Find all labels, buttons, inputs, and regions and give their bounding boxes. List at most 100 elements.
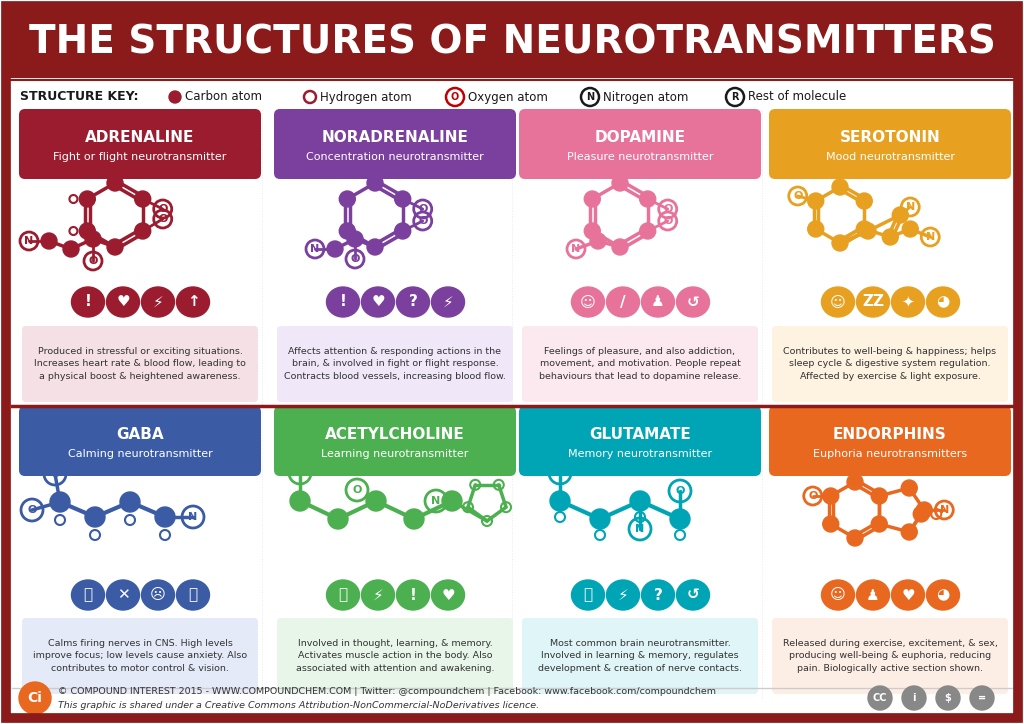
Text: O: O: [793, 191, 803, 201]
Text: Involved in thought, learning, & memory.
Activates muscle action in the body. Al: Involved in thought, learning, & memory.…: [296, 639, 495, 673]
Text: N: N: [586, 92, 594, 102]
Circle shape: [883, 229, 898, 245]
Text: O: O: [451, 92, 459, 102]
Circle shape: [847, 474, 863, 490]
Circle shape: [106, 175, 123, 191]
Text: ♥: ♥: [901, 587, 914, 602]
Circle shape: [135, 191, 151, 207]
Circle shape: [860, 223, 876, 239]
Text: ♥: ♥: [441, 587, 455, 602]
Text: Carbon atom: Carbon atom: [185, 90, 262, 104]
Circle shape: [612, 175, 628, 191]
Circle shape: [339, 223, 355, 239]
Circle shape: [847, 530, 863, 546]
Circle shape: [871, 516, 887, 532]
Text: Most common brain neurotransmitter.
Involved in learning & memory, regulates
dev: Most common brain neurotransmitter. Invo…: [538, 639, 742, 673]
Text: O: O: [555, 468, 564, 478]
Circle shape: [585, 191, 600, 207]
Text: O: O: [663, 204, 673, 214]
Circle shape: [19, 682, 51, 714]
Text: ♟: ♟: [866, 587, 880, 602]
Text: N: N: [905, 202, 914, 212]
Text: ☺: ☺: [580, 295, 596, 309]
Ellipse shape: [361, 580, 394, 610]
Circle shape: [85, 507, 105, 527]
Ellipse shape: [927, 287, 959, 317]
Text: GABA: GABA: [116, 426, 164, 442]
Text: Nitrogen atom: Nitrogen atom: [603, 90, 688, 104]
Text: $: $: [944, 693, 951, 703]
Text: STRUCTURE KEY:: STRUCTURE KEY:: [20, 90, 138, 104]
Text: Affects attention & responding actions in the
brain, & involved in fight or flig: Affects attention & responding actions i…: [284, 347, 506, 381]
Text: O: O: [28, 505, 37, 515]
Text: O: O: [295, 468, 305, 478]
Text: ✕: ✕: [117, 587, 129, 602]
Circle shape: [367, 239, 383, 255]
Text: /: /: [621, 295, 626, 309]
Ellipse shape: [892, 580, 925, 610]
Ellipse shape: [821, 580, 854, 610]
Text: This graphic is shared under a Creative Commons Attribution-NonCommercial-NoDeri: This graphic is shared under a Creative …: [58, 702, 539, 710]
Text: Released during exercise, excitement, & sex,
producing well-being & euphoria, re: Released during exercise, excitement, & …: [782, 639, 997, 673]
Ellipse shape: [396, 287, 429, 317]
Text: ⚡: ⚡: [373, 587, 383, 602]
Circle shape: [404, 509, 424, 529]
Text: ?: ?: [409, 295, 418, 309]
Circle shape: [936, 686, 961, 710]
Ellipse shape: [72, 287, 104, 317]
FancyBboxPatch shape: [22, 618, 258, 694]
Text: O: O: [158, 204, 167, 214]
Text: ZZ: ZZ: [862, 295, 884, 309]
Ellipse shape: [606, 287, 640, 317]
Text: ACETYLCHOLINE: ACETYLCHOLINE: [326, 426, 465, 442]
Text: Produced in stressful or exciting situations.
Increases heart rate & blood flow,: Produced in stressful or exciting situat…: [34, 347, 246, 381]
Circle shape: [590, 233, 606, 249]
FancyBboxPatch shape: [6, 6, 1018, 74]
Circle shape: [831, 179, 848, 195]
Text: DOPAMINE: DOPAMINE: [595, 130, 685, 145]
Text: N: N: [310, 244, 319, 254]
Text: ☺: ☺: [830, 295, 846, 309]
Text: Concentration neurotransmitter: Concentration neurotransmitter: [306, 152, 484, 161]
Circle shape: [901, 480, 918, 496]
Circle shape: [367, 175, 383, 191]
Text: ⚡: ⚡: [617, 587, 629, 602]
Text: O: O: [88, 256, 97, 266]
Circle shape: [366, 491, 386, 511]
Text: =: =: [978, 693, 986, 703]
Text: O: O: [675, 486, 685, 496]
Circle shape: [808, 193, 823, 209]
Ellipse shape: [431, 580, 465, 610]
Ellipse shape: [892, 287, 925, 317]
Circle shape: [290, 491, 310, 511]
Circle shape: [63, 241, 79, 257]
Text: 🧠: 🧠: [339, 587, 347, 602]
Circle shape: [856, 221, 872, 237]
Circle shape: [868, 686, 892, 710]
Text: ☺: ☺: [830, 587, 846, 602]
FancyBboxPatch shape: [22, 326, 258, 402]
Ellipse shape: [72, 580, 104, 610]
Text: Oxygen atom: Oxygen atom: [468, 90, 548, 104]
Ellipse shape: [106, 580, 139, 610]
Text: Learning neurotransmitter: Learning neurotransmitter: [322, 449, 469, 459]
Ellipse shape: [141, 287, 174, 317]
Text: ↺: ↺: [687, 295, 699, 309]
FancyBboxPatch shape: [519, 406, 761, 476]
Text: ✦: ✦: [901, 295, 914, 309]
Ellipse shape: [431, 287, 465, 317]
Circle shape: [79, 223, 95, 239]
Circle shape: [120, 492, 140, 512]
Text: Feelings of pleasure, and also addiction,
movement, and motivation. People repea: Feelings of pleasure, and also addiction…: [539, 347, 741, 381]
Text: !: !: [340, 295, 346, 309]
Ellipse shape: [641, 287, 675, 317]
Text: SEROTONIN: SEROTONIN: [840, 130, 940, 145]
Text: O: O: [352, 485, 361, 495]
Text: ENDORPHINS: ENDORPHINS: [834, 426, 947, 442]
Text: N: N: [25, 236, 34, 246]
Circle shape: [916, 502, 932, 518]
Circle shape: [394, 191, 411, 207]
Ellipse shape: [327, 580, 359, 610]
Text: O: O: [418, 216, 427, 226]
Circle shape: [640, 191, 655, 207]
